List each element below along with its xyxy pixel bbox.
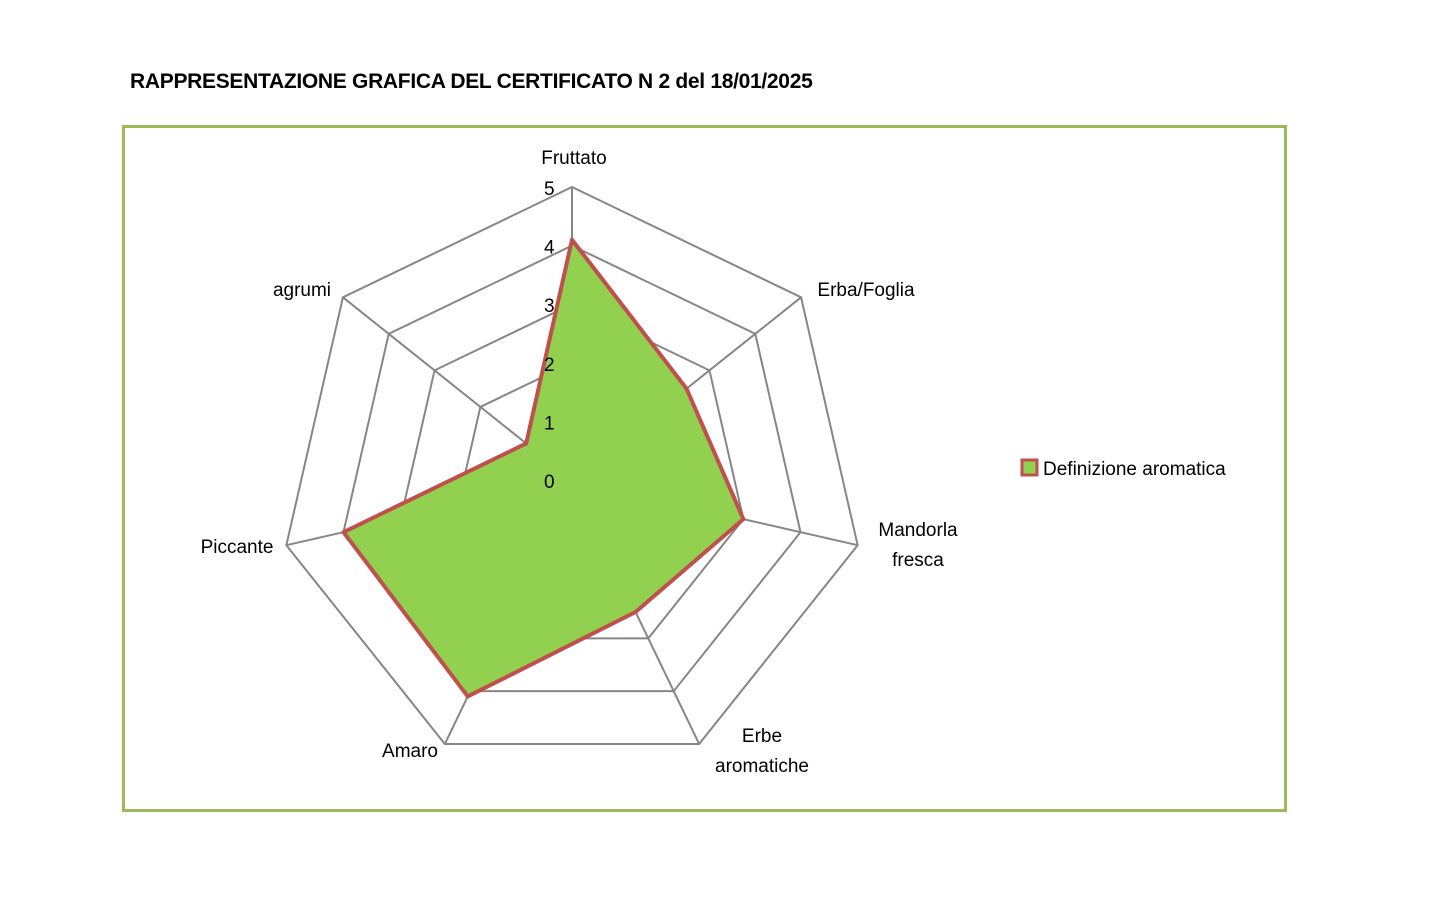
legend-label: Definizione aromatica [1043,459,1226,480]
category-label: Piccante [201,537,274,558]
category-label: Mandorla [878,520,958,541]
category-label: Fruttato [541,148,606,169]
legend-swatch [1020,458,1039,477]
category-label: Amaro [382,741,438,762]
chart-title: RAPPRESENTAZIONE GRAFICA DEL CERTIFICATO… [130,70,813,93]
grid-ring-5 [285,185,859,745]
category-label: agrumi [273,280,331,301]
chart-frame [122,125,1287,812]
tick-label: 4 [544,238,555,259]
category-label: aromatiche [715,756,809,777]
tick-label: 3 [544,296,555,317]
tick-label: 0 [544,472,555,493]
category-label: Erba/Foglia [817,280,915,301]
series-area [341,237,746,699]
tick-label: 5 [544,179,555,200]
tick-label: 2 [544,355,555,376]
grid-ring-4 [342,244,802,693]
tick-label: 1 [544,413,555,434]
category-label: fresca [892,550,944,571]
category-label: Erbe [742,726,782,747]
